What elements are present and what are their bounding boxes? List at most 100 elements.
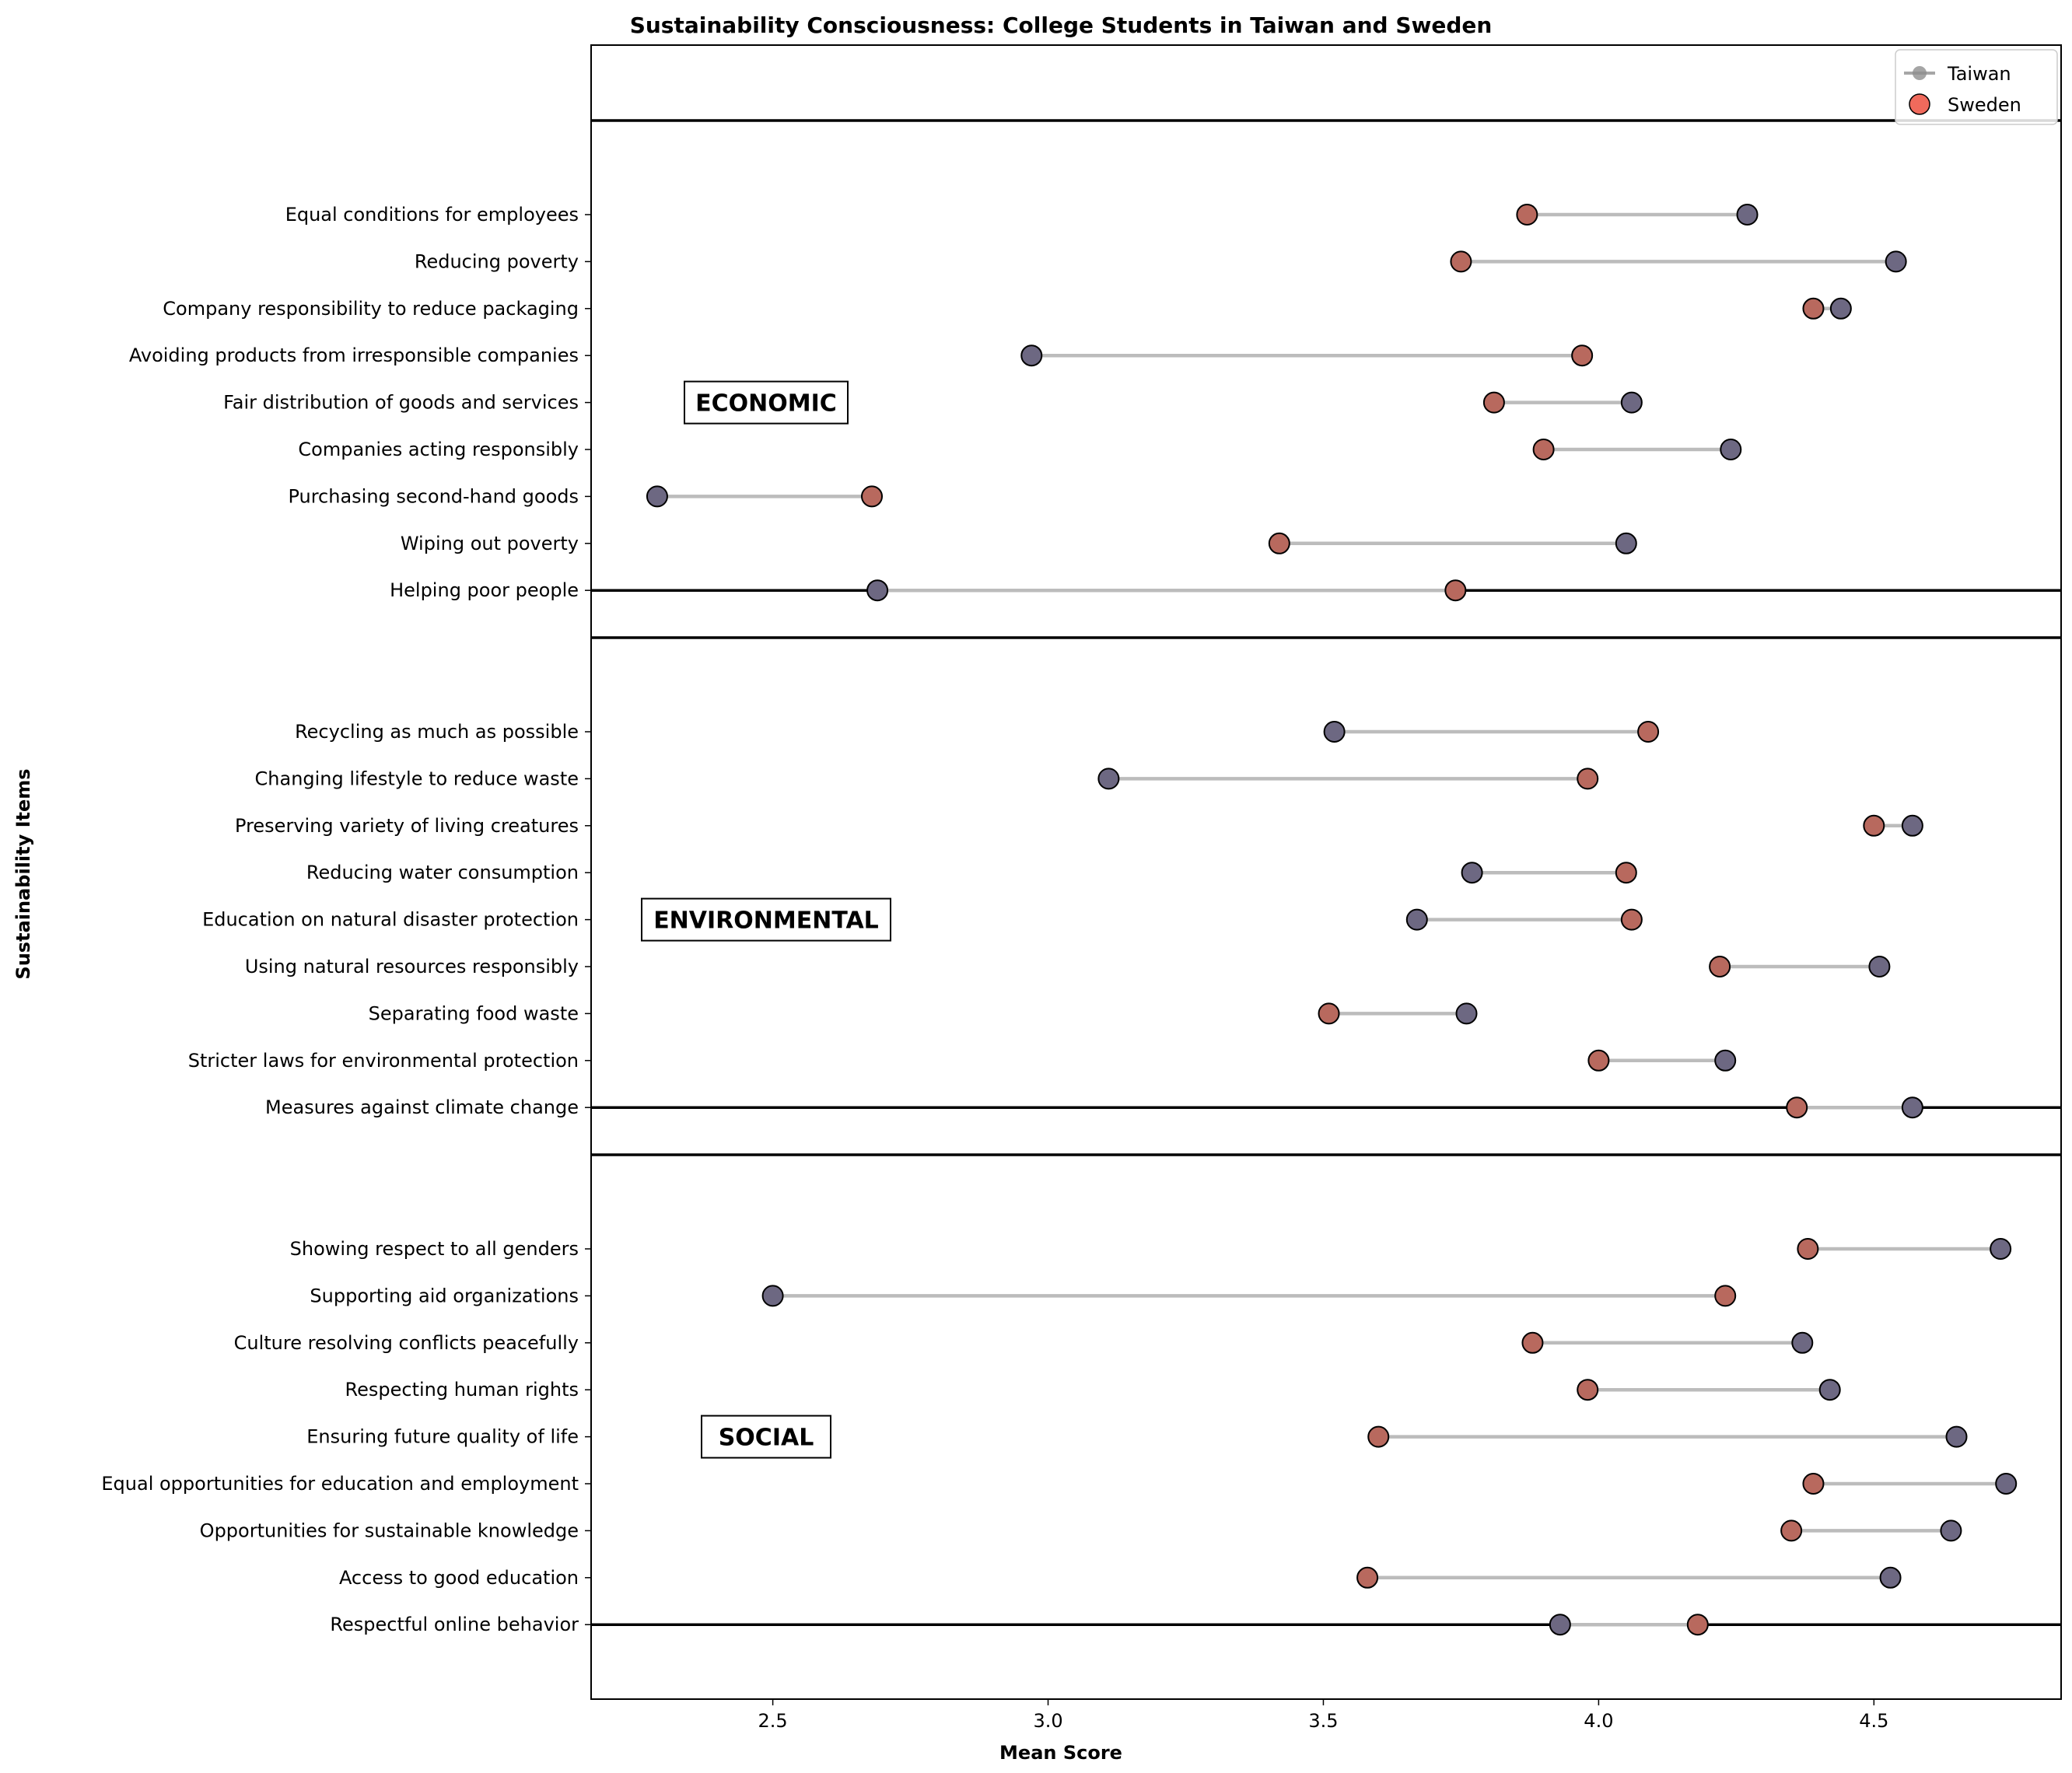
taiwan-point: [1714, 1049, 1737, 1072]
y-tick-label: Changing lifestyle to reduce waste: [255, 768, 579, 789]
taiwan-point: [1720, 439, 1742, 460]
x-axis-label: Mean Score: [999, 1742, 1122, 1764]
taiwan-point: [1549, 1614, 1571, 1636]
sweden-point: [1637, 721, 1660, 743]
taiwan-point: [761, 1285, 784, 1307]
sweden-point: [861, 485, 884, 508]
sweden-point: [1268, 532, 1290, 554]
taiwan-point: [1620, 391, 1643, 414]
legend: Taiwan Sweden: [1895, 49, 2058, 125]
y-tick-label: Supporting aid organizations: [310, 1285, 579, 1306]
sweden-point: [1686, 1614, 1709, 1636]
legend-sweden-label: Sweden: [1948, 94, 2021, 116]
legend-taiwan-label: Taiwan: [1947, 63, 2011, 85]
y-tick-label: Helping poor people: [390, 579, 579, 601]
taiwan-point: [1901, 814, 1923, 837]
group-label: ENVIRONMENTAL: [653, 907, 879, 935]
y-tick-label: Reducing poverty: [415, 250, 579, 272]
sweden-point: [1577, 768, 1599, 790]
sweden-point: [1571, 344, 1594, 367]
taiwan-point: [866, 579, 889, 602]
y-tick-label: Separating food waste: [369, 1002, 579, 1024]
y-tick-label: Access to good education: [339, 1567, 579, 1589]
y-tick-label: Education on natural disaster protection: [202, 909, 579, 931]
sweden-point: [1318, 1002, 1340, 1025]
sweden-point: [1482, 391, 1505, 414]
sweden-point: [1620, 908, 1643, 931]
y-tick-label: Equal conditions for employees: [285, 204, 579, 226]
group-label-box: [701, 1415, 831, 1459]
sweden-point: [1709, 956, 1731, 977]
x-tick-label: 4.0: [1584, 1710, 1613, 1732]
sweden-point: [1367, 1425, 1390, 1448]
sweden-point: [1444, 579, 1467, 602]
group-label-box: [684, 380, 849, 425]
x-tick-label: 2.5: [758, 1710, 788, 1732]
sweden-point: [1863, 814, 1885, 837]
y-tick-label: Wiping out poverty: [401, 533, 579, 554]
sweden-point: [1532, 439, 1555, 460]
plot-frame: [590, 44, 2062, 1700]
taiwan-point: [1615, 532, 1637, 554]
sweden-point: [1786, 1096, 1808, 1119]
group-label: SOCIAL: [719, 1425, 814, 1452]
x-tick-label: 4.5: [1859, 1710, 1888, 1732]
group-label-box: [641, 897, 891, 942]
y-tick-label: Equal opportunities for education and em…: [101, 1473, 579, 1495]
taiwan-point: [1461, 862, 1483, 884]
taiwan-point: [646, 485, 668, 508]
y-tick-label: Purchasing second-hand goods: [288, 485, 579, 507]
y-tick-label: Respecting human rights: [345, 1379, 579, 1401]
taiwan-point: [1097, 768, 1120, 790]
x-tick-label: 3.5: [1308, 1710, 1338, 1732]
y-tick-label: Avoiding products from irresponsible com…: [129, 344, 579, 366]
y-axis-label: Sustainability Items: [12, 768, 34, 979]
sweden-point: [1356, 1566, 1379, 1589]
sweden-point: [1780, 1519, 1803, 1542]
taiwan-point: [1736, 204, 1759, 226]
taiwan-point: [1829, 297, 1852, 320]
sweden-point: [1615, 862, 1637, 884]
taiwan-point: [1818, 1379, 1841, 1401]
sweden-point: [1577, 1379, 1599, 1401]
y-tick-label: Culture resolving conflicts peacefully: [234, 1332, 579, 1354]
group-label: ECONOMIC: [695, 390, 837, 418]
legend-taiwan-marker: [1913, 66, 1927, 80]
sweden-point: [1802, 1473, 1825, 1495]
taiwan-point: [1455, 1002, 1478, 1025]
y-tick-label: Stricter laws for environmental protecti…: [188, 1050, 579, 1072]
sweden-point: [1714, 1285, 1737, 1307]
taiwan-point: [1885, 250, 1907, 273]
y-tick-label: Reducing water consumption: [306, 862, 579, 883]
sweden-point: [1587, 1049, 1610, 1072]
taiwan-point: [1868, 956, 1891, 977]
legend-frame: [1895, 49, 2058, 125]
y-tick-label: Recycling as much as possible: [295, 721, 579, 743]
sweden-point: [1797, 1238, 1819, 1260]
taiwan-point: [1405, 908, 1428, 931]
sweden-point: [1521, 1331, 1544, 1354]
taiwan-point: [1020, 344, 1043, 367]
x-tick-label: 3.0: [1033, 1710, 1062, 1732]
taiwan-point: [1879, 1566, 1902, 1589]
taiwan-point: [1791, 1331, 1814, 1354]
y-tick-label: Showing respect to all genders: [290, 1238, 579, 1260]
taiwan-point: [1995, 1473, 2018, 1495]
sweden-point: [1516, 204, 1538, 226]
legend-sweden-marker: [1909, 93, 1930, 115]
taiwan-point: [1945, 1425, 1968, 1448]
y-tick-label: Using natural resources responsibly: [245, 956, 579, 977]
plot-area: Equal conditions for employees Reducing p…: [101, 44, 2062, 1732]
y-tick-label: Preserving variety of living creatures: [235, 815, 579, 837]
taiwan-point: [1990, 1238, 2012, 1260]
y-tick-label: Ensuring future quality of life: [306, 1426, 579, 1448]
taiwan-point: [1901, 1096, 1923, 1119]
y-tick-label: Fair distribution of goods and services: [223, 392, 579, 414]
chart-title: Sustainability Consciousness: College St…: [630, 12, 1493, 38]
sweden-point: [1450, 250, 1472, 273]
y-tick-label: Opportunities for sustainable knowledge: [200, 1519, 579, 1541]
y-tick-label: Company responsibility to reduce packagi…: [163, 298, 579, 320]
taiwan-point: [1323, 721, 1346, 743]
sweden-point: [1802, 297, 1825, 320]
